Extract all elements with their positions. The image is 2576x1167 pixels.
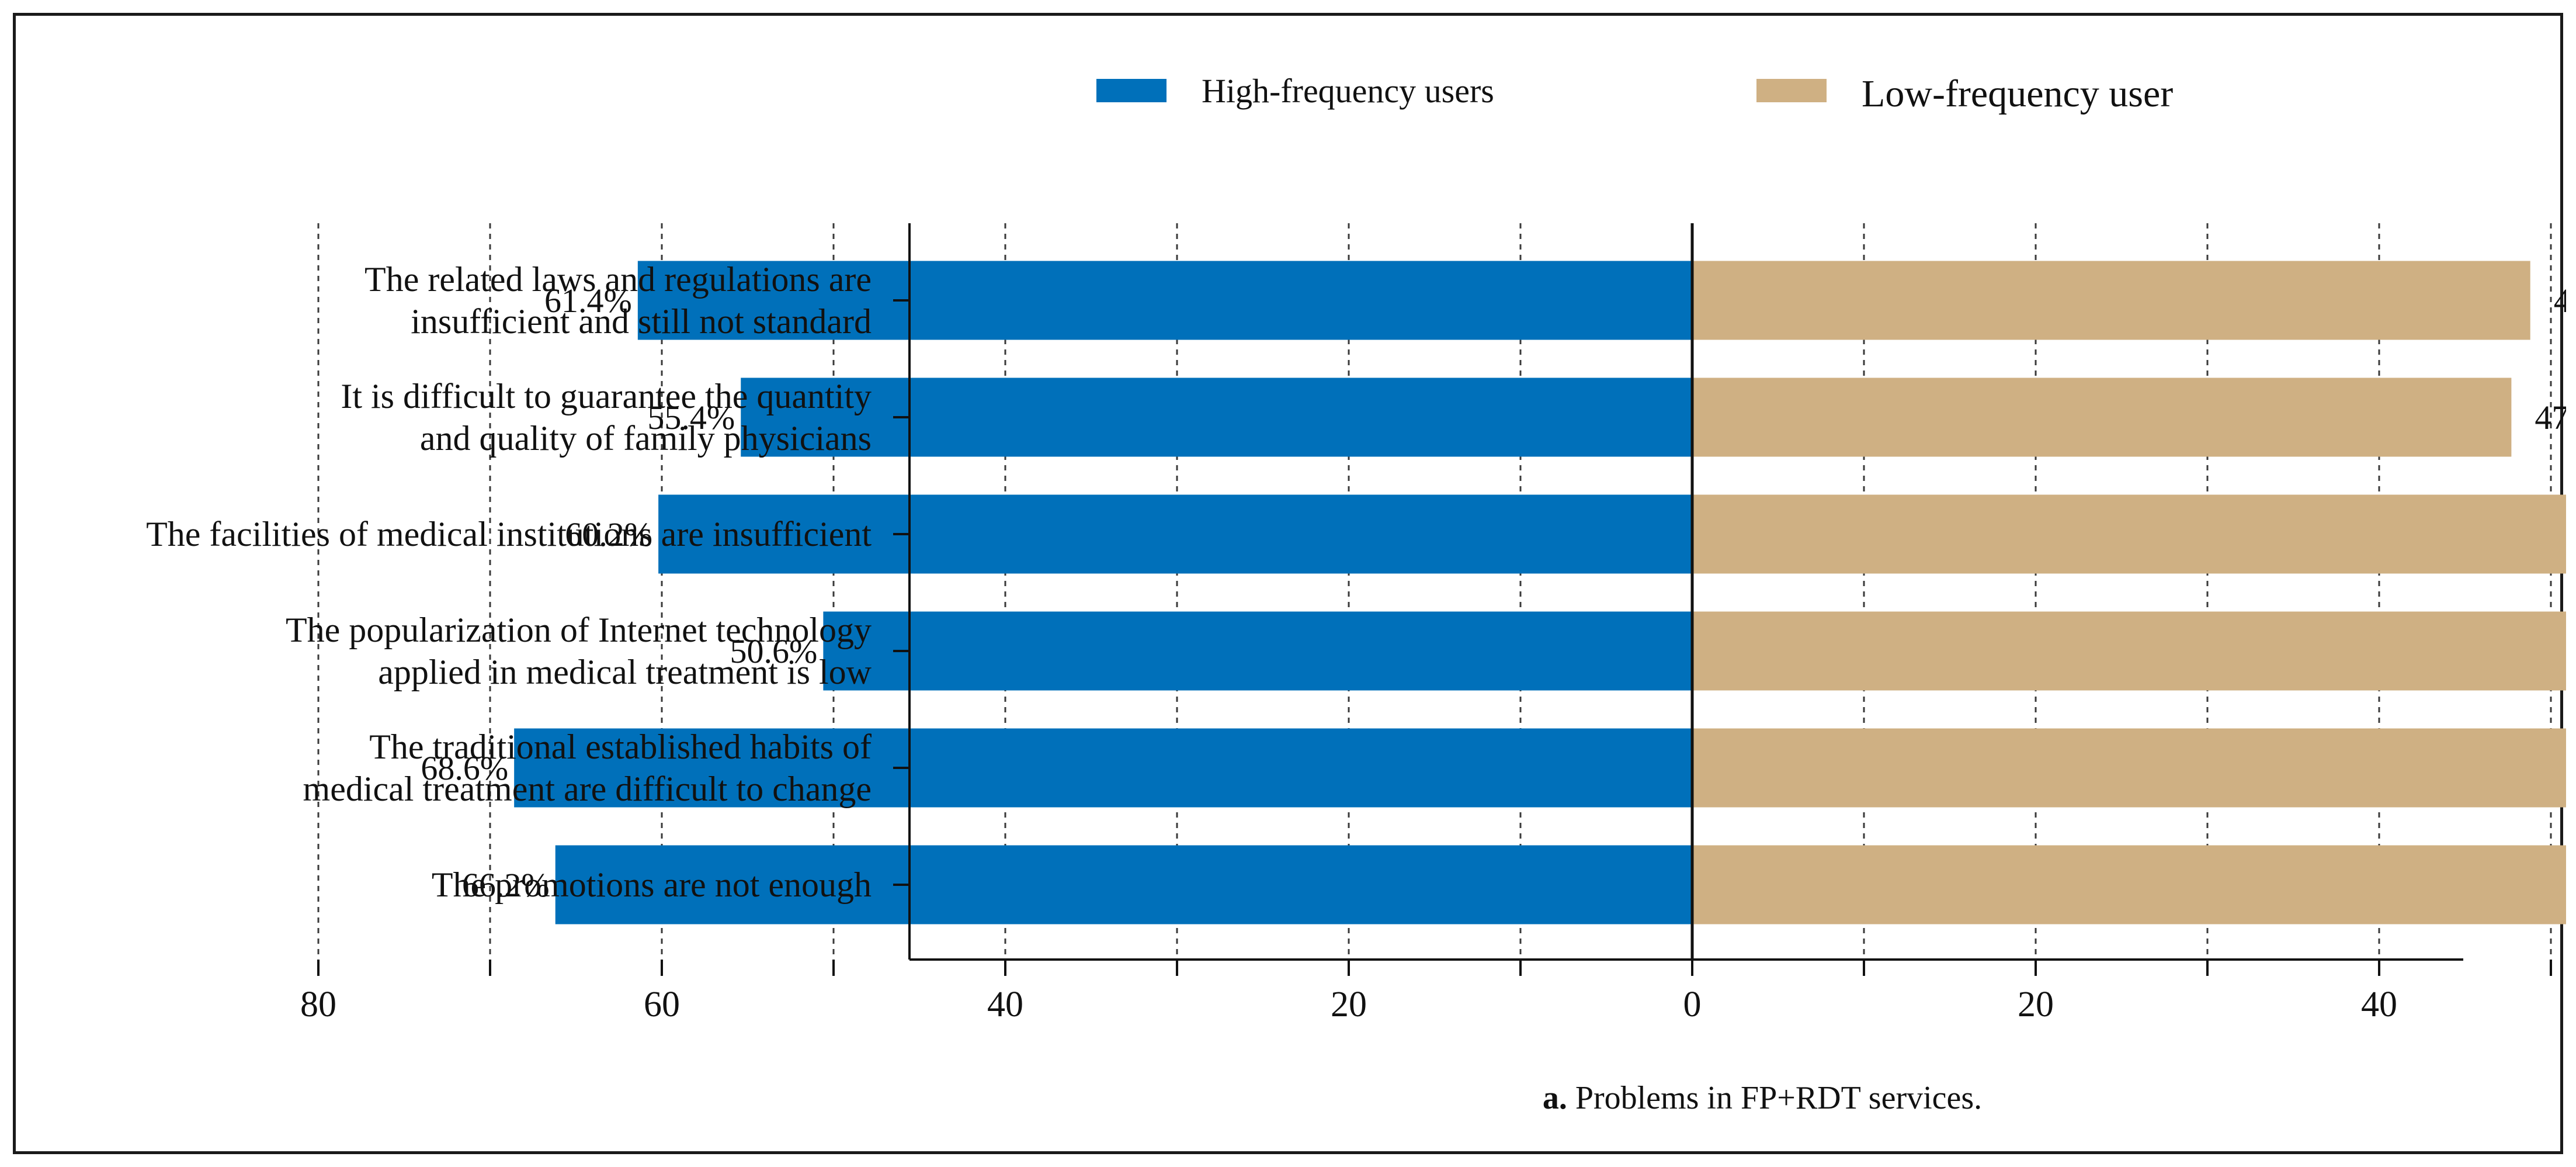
grid-lines <box>317 223 2552 960</box>
x-tick-label: 40 <box>2361 985 2397 1024</box>
data-labels: 61.4%48.8%55.4%47.7%60.2%56.2%50.6%61.9%… <box>421 282 2566 904</box>
category-label: The related laws and regulations are <box>364 260 872 299</box>
data-label-low: 47.7% <box>2535 399 2566 437</box>
category-label: The popularization of Internet technolog… <box>286 611 872 649</box>
legend-swatch-high <box>1096 79 1167 102</box>
bar-low-frequency <box>1692 261 2530 340</box>
category-label: medical treatment are difficult to chang… <box>303 770 872 808</box>
data-label-high: 60.2% <box>565 515 652 553</box>
caption-text: a. Problems in FP+RDT services. <box>1543 1080 1982 1116</box>
data-label-high: 66.2% <box>462 866 550 904</box>
x-tick-label: 20 <box>2018 985 2054 1024</box>
data-label-low: 48.8% <box>2554 282 2566 320</box>
bar-low-frequency <box>1692 728 2566 808</box>
bar-high-frequency <box>514 728 1693 808</box>
x-tick-label: 80 <box>300 985 336 1024</box>
category-label: The facilities of medical institutions a… <box>146 515 872 553</box>
legend: High-frequency users Low-frequency user <box>1096 72 2173 115</box>
data-label-high: 50.6% <box>730 632 818 670</box>
legend-label-high: High-frequency users <box>1202 72 1494 110</box>
bar-high-frequency <box>823 611 1692 691</box>
category-label: It is difficult to guarantee the quantit… <box>341 377 872 415</box>
caption-prefix: a. <box>1543 1080 1567 1116</box>
x-tick-label: 40 <box>987 985 1023 1024</box>
bar-low-frequency <box>1692 494 2566 574</box>
bar-high-frequency <box>741 378 1692 457</box>
data-label-high: 61.4% <box>544 282 632 320</box>
caption-body: Problems in FP+RDT services. <box>1567 1080 1982 1116</box>
bar-high-frequency <box>658 494 1692 574</box>
bars <box>514 261 2566 924</box>
x-tick-label: 0 <box>1683 985 1702 1024</box>
category-label: applied in medical treatment is low <box>378 653 872 691</box>
bar-high-frequency <box>555 845 1692 924</box>
category-label: The traditional established habits of <box>369 728 872 766</box>
legend-swatch-low <box>1756 79 1827 102</box>
tick-labels: 80604020020406080 <box>300 985 2397 1024</box>
bar-low-frequency <box>1692 378 2512 457</box>
x-tick-label: 20 <box>1331 985 1367 1024</box>
legend-label-low: Low-frequency user <box>1862 72 2173 115</box>
category-labels: The related laws and regulations areinsu… <box>146 260 872 904</box>
bar-low-frequency <box>1692 611 2566 691</box>
category-label: insufficient and still not standard <box>411 302 872 341</box>
category-label: and quality of family physicians <box>420 419 872 458</box>
bar-low-frequency <box>1692 845 2566 924</box>
data-label-high: 68.6% <box>421 749 508 787</box>
bar-high-frequency <box>637 261 1692 340</box>
caption: a. Problems in FP+RDT services. <box>1543 1080 1982 1116</box>
category-label: The promotions are not enough <box>432 865 872 904</box>
diverging-bar-chart: 61.4%48.8%55.4%47.7%60.2%56.2%50.6%61.9%… <box>146 72 2566 1116</box>
axes <box>317 223 2552 976</box>
x-tick-label: 60 <box>644 985 680 1024</box>
data-label-high: 55.4% <box>647 399 735 437</box>
figure-frame: 61.4%48.8%55.4%47.7%60.2%56.2%50.6%61.9%… <box>13 13 2566 1154</box>
